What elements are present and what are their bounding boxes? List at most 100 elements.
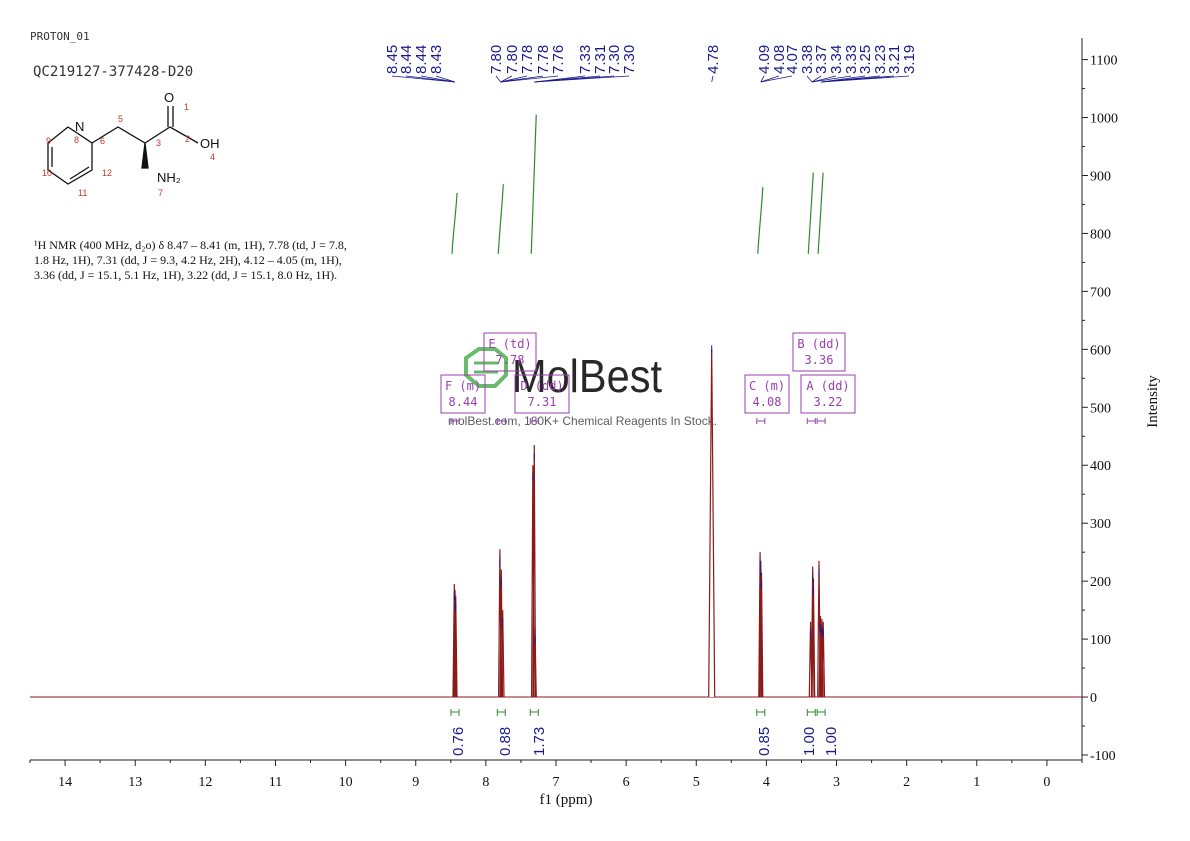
peak-label: 8.45	[384, 45, 401, 74]
multiplet-box	[792, 332, 846, 372]
multiplet-label: F (m)	[445, 379, 481, 393]
atom-label-n: N	[75, 119, 84, 134]
peak-label: 7.78	[535, 45, 552, 74]
atom-number: 2	[185, 134, 190, 144]
spectrum-peak	[500, 610, 505, 698]
molecule-structure	[47, 106, 199, 185]
integral-curve	[451, 192, 458, 254]
peak-label-connector	[811, 75, 822, 83]
peak-label: 4.78	[705, 45, 722, 74]
multiplet-label: B (dd)	[797, 337, 840, 351]
atom-number: 11	[78, 188, 87, 198]
integral-value: 1.00	[823, 727, 840, 756]
chart-axes: 14 13 12 11 10 9 8 7 6 5 4 3 2 1 0f1 (ppm)-10001002003…	[29, 38, 1161, 808]
y-tick-label: 500	[1090, 401, 1111, 416]
multiplet-range-mark	[816, 418, 826, 424]
atom-number: 3	[156, 138, 161, 148]
peak-label: 3.38	[799, 45, 816, 74]
atom-number: 1	[184, 102, 189, 112]
peak-label: 3.23	[872, 45, 889, 74]
x-tick-label: 4	[763, 775, 770, 790]
x-tick-label: 10	[339, 775, 353, 790]
integral-value-group: 0.76 0.88 1.73 0.85 1.00 1.00	[450, 709, 840, 756]
y-tick-label: 200	[1090, 575, 1111, 590]
atom-number: 7	[158, 188, 163, 198]
atom-number: 6	[100, 136, 105, 146]
spectrum-peak	[453, 589, 457, 698]
integral-range-mark	[496, 709, 506, 716]
atom-label-oh: OH	[200, 136, 220, 151]
peak-label: 7.30	[606, 45, 623, 74]
x-tick-label: 9	[412, 775, 419, 790]
peak-label: 8.43	[428, 45, 445, 74]
peak-label: 7.33	[577, 45, 594, 74]
peak-label-connector	[500, 75, 513, 83]
peak-label: 3.19	[901, 45, 918, 74]
integral-curve	[807, 172, 814, 254]
spectrum-peak	[810, 566, 815, 698]
multiplet-shift: 4.08	[753, 395, 782, 409]
y-axis-label: Intensity	[1145, 375, 1161, 428]
integral-curve	[530, 114, 537, 254]
peak-label: 7.78	[519, 45, 536, 74]
y-tick-label: 800	[1090, 227, 1111, 242]
peak-label: 7.76	[550, 45, 567, 74]
multiplet-box	[800, 374, 856, 414]
y-tick-label: 700	[1090, 285, 1111, 300]
y-tick-label: 400	[1090, 459, 1111, 474]
spectrum-peak	[759, 572, 764, 698]
integral-curve	[757, 187, 764, 254]
peak-label: 4.08	[771, 45, 788, 74]
atom-number: 4	[210, 152, 215, 162]
peak-label-connector	[420, 75, 456, 83]
x-tick-label: 7	[553, 775, 560, 790]
sample-name: PROTON_01	[30, 30, 90, 43]
y-tick-label: 300	[1090, 517, 1111, 532]
watermark: MolBest molBest.com, 180K+ Chemical Reag…	[448, 347, 717, 428]
multiplet-box-group: F (m) 8.44 E (td) 7.78 D (dd) 7.31 C (m) 4.08 B …	[440, 332, 856, 424]
nmr-description: ¹H NMR (400 MHz, d₂o) δ 8.47 – 8.41 (m, …	[34, 238, 347, 282]
peak-label-connector	[500, 75, 559, 83]
atom-number: 9	[46, 136, 51, 146]
peak-label: 7.80	[504, 45, 521, 74]
multiplet-box	[483, 332, 537, 372]
y-tick-label: 600	[1090, 343, 1111, 358]
spectrum-peak	[708, 349, 716, 698]
x-tick-label: 3	[833, 775, 840, 790]
x-tick-label: 8	[482, 775, 489, 790]
multiplet-range-mark	[450, 418, 460, 424]
x-axis-label: f1 (ppm)	[540, 792, 593, 808]
multiplet-box	[440, 374, 486, 414]
y-tick-label: -100	[1090, 749, 1116, 764]
peak-label-connector	[405, 75, 456, 83]
atom-number: 5	[118, 114, 123, 124]
x-tick-label: 1	[973, 775, 980, 790]
peak-label-connector	[760, 75, 780, 83]
multiplet-label: C (m)	[749, 379, 785, 393]
x-tick-label: 5	[693, 775, 700, 790]
integral-range-mark	[529, 709, 539, 716]
watermark-tagline: molBest.com, 180K+ Chemical Reagents In …	[448, 414, 717, 428]
multiplet-shift: 8.44	[449, 395, 478, 409]
multiplet-range-mark	[529, 418, 539, 424]
integral-range-mark	[450, 709, 460, 716]
watermark-brand: MolBest	[512, 350, 662, 402]
spectrum-peak	[532, 444, 537, 698]
integral-value: 0.85	[756, 727, 773, 756]
y-tick-label: 0	[1090, 691, 1097, 706]
multiplet-shift: 7.31	[528, 395, 557, 409]
peak-label-connector	[711, 75, 714, 83]
peak-label: 7.30	[621, 45, 638, 74]
peak-label: 3.37	[813, 45, 830, 74]
x-tick-label: 13	[128, 775, 142, 790]
y-tick-label: 1100	[1090, 54, 1117, 69]
atom-label-o: O	[164, 90, 174, 105]
peak-label: 4.07	[784, 45, 801, 74]
peak-label: 3.21	[886, 45, 903, 74]
x-tick-label: 0	[1043, 775, 1050, 790]
atom-number: 12	[102, 168, 112, 178]
y-tick-label: 100	[1090, 633, 1111, 648]
spectrum-peak	[811, 578, 816, 698]
multiplet-shift: 7.78	[496, 353, 525, 367]
